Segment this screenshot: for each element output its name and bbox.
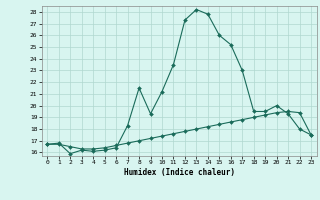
- X-axis label: Humidex (Indice chaleur): Humidex (Indice chaleur): [124, 168, 235, 177]
